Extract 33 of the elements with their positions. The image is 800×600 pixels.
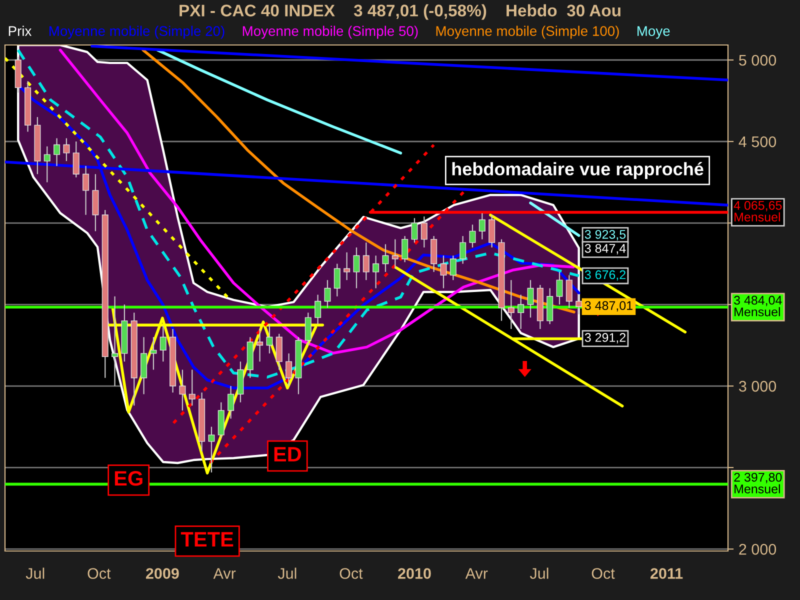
x-tick-label: Oct [340,568,363,579]
x-tick-label: Oct [592,568,615,579]
text: Moyenne mobile (Simple 100) [436,26,619,39]
y-tick-label: 2 000 [739,544,776,555]
annotation: 3 291,2 [584,333,626,344]
text: Moyenne mobile (Simple 50) [242,26,418,39]
x-tick-label: Oct [88,568,111,579]
y-tick-label: 4 500 [738,136,776,148]
x-tick-label: 2010 [398,568,431,579]
x-tick-label: Jul [278,568,296,579]
x-tick-label: Jul [26,568,44,579]
data-label: 4 065,65 Mensuel [734,200,782,222]
x-tick-label: Avr [465,568,488,579]
y-tick-label: 3 000 [739,380,776,392]
x-tick-label: 2009 [146,568,179,579]
x-tick-label: Jul [530,568,548,579]
ref-line-label: 3 484,04 Mensuel [734,296,782,316]
annotation: EG [114,470,142,486]
text: 3 487,01 [584,301,632,312]
annotation: TETE [180,532,234,547]
ref-line-label: 2 397,80 Mensuel [734,472,782,494]
text: Moye [638,26,670,39]
annotation: 3 847,4 [584,244,626,254]
x-tick-label: Avr [213,568,236,579]
text: Moyenne mobile (Simple 20) [50,26,224,39]
annotation: ED [274,447,302,462]
y-tick-label: 5 000 [739,54,776,66]
data-label: 3 676,2 [584,270,626,281]
chart-title: PXI - CAC 40 INDEX 3 487,01 (-0,58%) Hebdo 30 Aou [180,4,620,20]
annotation: hebdomadaire vue rapproché [452,162,704,179]
x-tick-label: 2011 [650,568,683,579]
data-label: 3 923,5 [584,230,626,240]
series-label: Prix [8,26,32,36]
